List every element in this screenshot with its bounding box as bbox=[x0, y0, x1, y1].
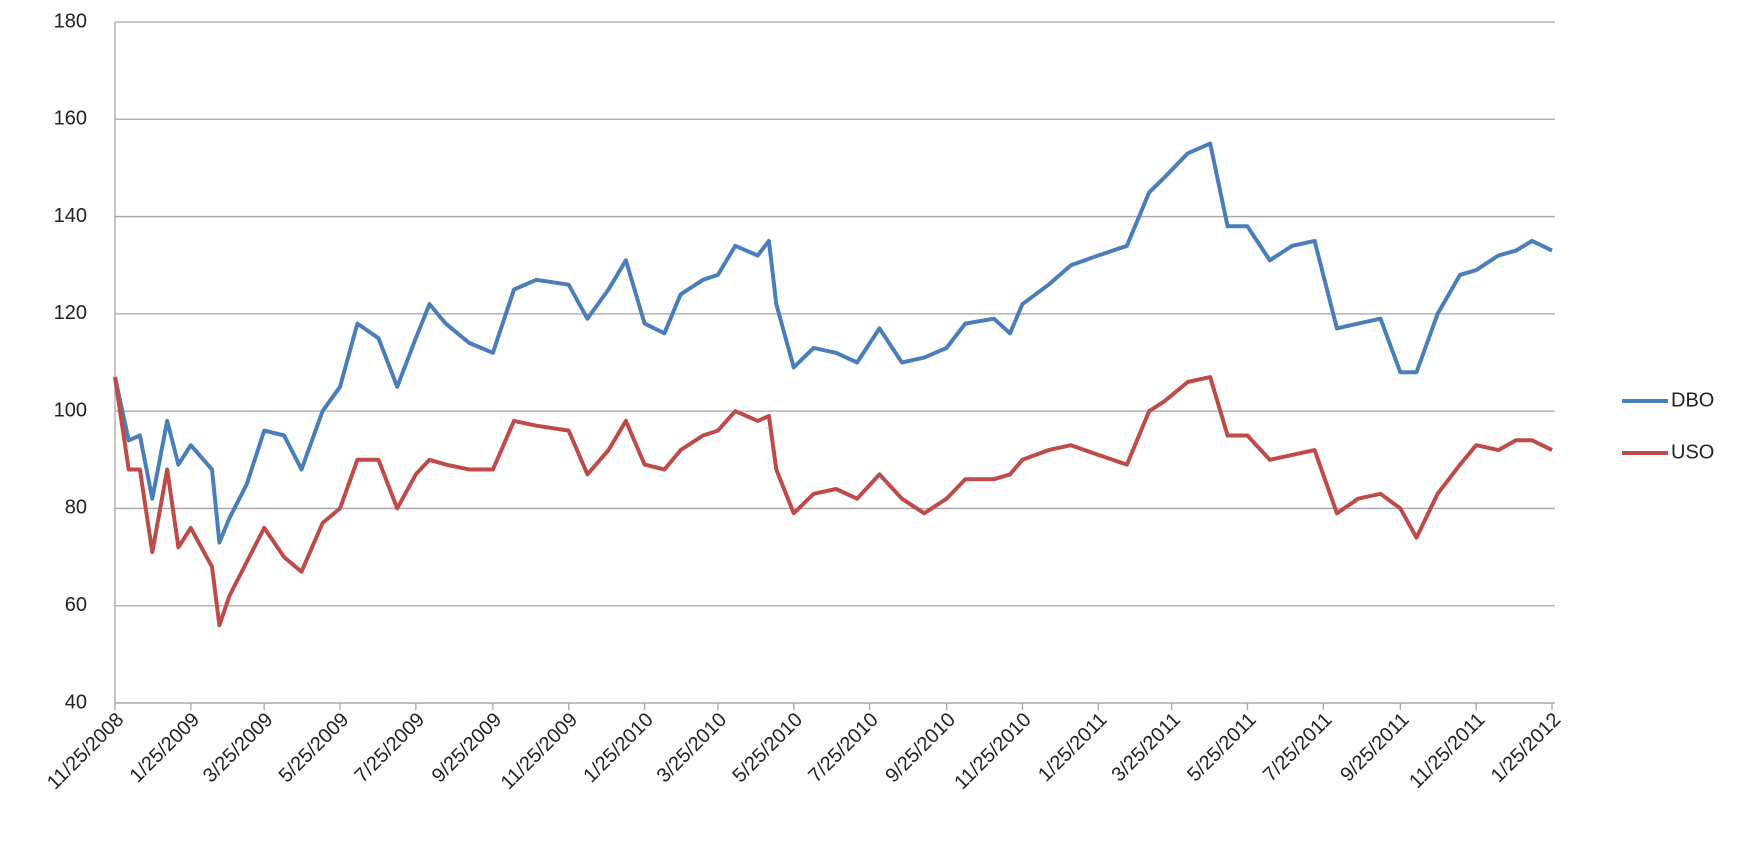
y-tick-label: 120 bbox=[54, 302, 87, 324]
x-tick-label: 9/25/2010 bbox=[881, 709, 959, 787]
y-tick-label: 160 bbox=[54, 108, 87, 130]
x-tick-label: 11/25/2010 bbox=[950, 709, 1035, 794]
legend-label: USO bbox=[1671, 441, 1714, 463]
x-tick-label: 5/25/2009 bbox=[275, 709, 353, 787]
x-tick-label: 11/25/2009 bbox=[497, 709, 582, 794]
x-tick-label: 9/25/2011 bbox=[1336, 709, 1413, 786]
x-tick-label: 7/25/2010 bbox=[804, 709, 882, 787]
x-tick-label: 5/25/2011 bbox=[1183, 709, 1260, 786]
y-tick-label: 40 bbox=[65, 691, 87, 713]
x-tick-label: 11/25/2011 bbox=[1405, 709, 1489, 793]
x-tick-label: 5/25/2010 bbox=[729, 709, 807, 787]
line-series bbox=[113, 141, 1553, 545]
legend-label: DBO bbox=[1671, 389, 1714, 411]
y-tick-label: 100 bbox=[54, 399, 87, 421]
y-tick-label: 60 bbox=[65, 594, 87, 616]
line-series bbox=[113, 375, 1553, 628]
x-tick-label: 7/25/2009 bbox=[351, 709, 429, 787]
x-tick-label: 1/25/2009 bbox=[126, 709, 204, 787]
y-tick-label: 140 bbox=[54, 205, 87, 227]
x-tick-label: 9/25/2009 bbox=[428, 709, 506, 787]
x-tick-label: 3/25/2010 bbox=[653, 709, 731, 787]
x-tick-label: 3/25/2011 bbox=[1107, 709, 1184, 786]
x-tick-label: 3/25/2009 bbox=[199, 709, 277, 787]
x-tick-label: 1/25/2012 bbox=[1487, 709, 1565, 787]
x-tick-label: 1/25/2010 bbox=[579, 709, 657, 787]
x-tick-label: 1/25/2011 bbox=[1034, 709, 1111, 786]
x-tick-label: 11/25/2008 bbox=[43, 709, 128, 794]
x-tick-label: 7/25/2011 bbox=[1259, 709, 1336, 786]
y-tick-label: 80 bbox=[65, 497, 87, 519]
y-tick-label: 180 bbox=[54, 10, 87, 32]
